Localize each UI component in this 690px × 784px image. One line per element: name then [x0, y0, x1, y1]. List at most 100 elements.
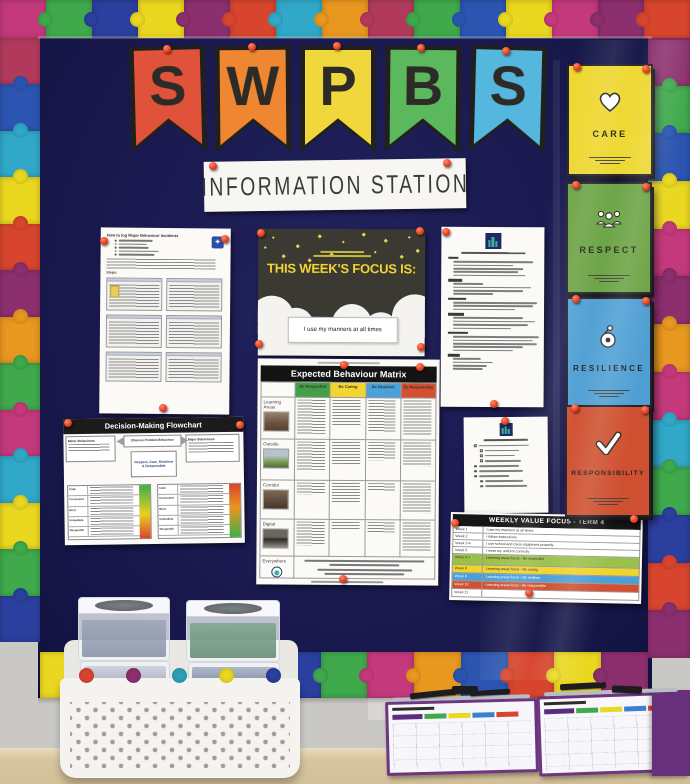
- flowchart-row-label: Calm: [68, 485, 89, 496]
- clipboard-sheet-title: [543, 700, 586, 706]
- push-pin: [248, 43, 256, 51]
- text-line: [452, 317, 523, 320]
- row-label-text: Learning Areas: [263, 399, 282, 410]
- location-photo-thumb: [262, 528, 289, 549]
- stripe-segment: [472, 712, 495, 718]
- star-icon: [341, 240, 345, 244]
- sign-text: INFORMATION STATION: [200, 168, 470, 201]
- text-lines: [90, 527, 134, 536]
- small-text-line: [593, 500, 623, 502]
- howto-steps-label: Steps:: [106, 270, 118, 275]
- checkbox-icon: [474, 469, 477, 473]
- matrix-cell: [329, 480, 366, 521]
- puzzle-knob: [452, 667, 468, 683]
- puzzle-piece: [636, 0, 690, 38]
- section-heading-line: [448, 279, 463, 282]
- puzzle-knob: [38, 11, 53, 27]
- puzzle-knob: [661, 173, 677, 189]
- cell-bullet-lines: [331, 521, 360, 531]
- bullet-dot: [114, 246, 117, 249]
- checkbox-icon: [480, 485, 483, 488]
- arrow-right-icon: [181, 436, 189, 445]
- text-lines: [90, 496, 134, 505]
- push-pin: [642, 297, 650, 305]
- puzzle-knob: [265, 667, 281, 683]
- howto-bullet: [114, 246, 225, 250]
- flowchart-row-label: Brief: [158, 505, 179, 515]
- small-text-line: [595, 159, 625, 161]
- rule-line: [587, 497, 629, 499]
- matrix-cell: [330, 397, 367, 441]
- screenshot-titlebar: [106, 352, 161, 357]
- puzzle-border-top: [0, 0, 690, 38]
- matrix-everywhere-cell: [294, 556, 436, 580]
- puzzle-border-left: [0, 38, 40, 643]
- star-icon: [361, 232, 366, 237]
- software-screenshot-thumb: [166, 277, 223, 312]
- matrix-cell: [365, 481, 401, 521]
- cell-bullet-lines: [402, 442, 431, 467]
- plastic-tub: [186, 600, 280, 662]
- puzzle-knob: [661, 554, 677, 570]
- puzzle-piece: [648, 220, 690, 277]
- flowchart-row-label: Immediate: [68, 516, 89, 527]
- text-lines: [180, 515, 224, 524]
- puzzle-knob: [546, 667, 562, 683]
- text-line: [452, 361, 493, 364]
- flowchart-row: Respectful: [158, 525, 230, 537]
- software-screenshot-thumb: [105, 314, 163, 348]
- text-lines: [90, 506, 134, 515]
- checklist-line: [479, 454, 541, 458]
- clipboard-grid: [392, 720, 532, 770]
- checklist-line: [474, 474, 541, 478]
- row-label-text: Digital: [262, 521, 276, 527]
- focus-title: THIS WEEK'S FOCUS IS:: [267, 260, 417, 277]
- value-card-care: CARE: [567, 64, 653, 176]
- value-card-footnote: [567, 497, 649, 505]
- matrix-cell: [365, 440, 401, 482]
- weekly-week-label: Week 5: [453, 547, 484, 554]
- text-line: [452, 323, 528, 326]
- tub-lid-disc: [204, 603, 262, 614]
- text-line: [478, 475, 509, 478]
- matrix-column-header: Be Resilient: [366, 383, 402, 399]
- push-pin: [573, 63, 581, 71]
- push-pin: [572, 295, 580, 303]
- text-line: [452, 364, 487, 367]
- software-screenshot-thumb: [106, 277, 163, 311]
- centered-line: [324, 572, 405, 576]
- screenshot-titlebar: [107, 315, 162, 320]
- bullet-line: [118, 250, 159, 253]
- puzzle-knob: [544, 11, 559, 27]
- puzzle-knob: [12, 122, 28, 138]
- tub-lid-disc: [95, 600, 153, 611]
- weekly-week-label: Week 11: [452, 589, 483, 597]
- matrix-column-header: Be Caring: [330, 382, 367, 399]
- clipboard: [385, 698, 539, 776]
- puzzle-piece: [176, 0, 230, 38]
- matrix-cell: [400, 440, 437, 482]
- stripe-segment: [600, 706, 623, 713]
- board-shadow: [38, 694, 652, 704]
- push-pin: [236, 421, 244, 429]
- focus-statement: I use my manners at all times: [303, 326, 382, 334]
- document-title-line: [460, 251, 525, 255]
- cell-bullet-lines: [332, 441, 361, 465]
- screenshot-highlight: [110, 285, 120, 298]
- checklist-line: [473, 464, 541, 468]
- howto-bullet: [114, 253, 225, 257]
- puzzle-knob: [12, 541, 28, 557]
- text-line: [453, 267, 524, 270]
- gradient-strip: [229, 483, 241, 537]
- location-photo-thumb: [262, 489, 289, 510]
- text-line: [453, 289, 524, 292]
- bullet-dot: [114, 239, 117, 242]
- text-line: [478, 469, 523, 472]
- matrix-corner-cell: [261, 382, 296, 398]
- push-pin: [159, 404, 167, 412]
- cell-bullet-lines: [367, 483, 396, 492]
- stripe-segment: [544, 708, 575, 715]
- push-pin: [416, 227, 424, 235]
- text-lines: [90, 486, 134, 494]
- push-pin: [642, 183, 650, 191]
